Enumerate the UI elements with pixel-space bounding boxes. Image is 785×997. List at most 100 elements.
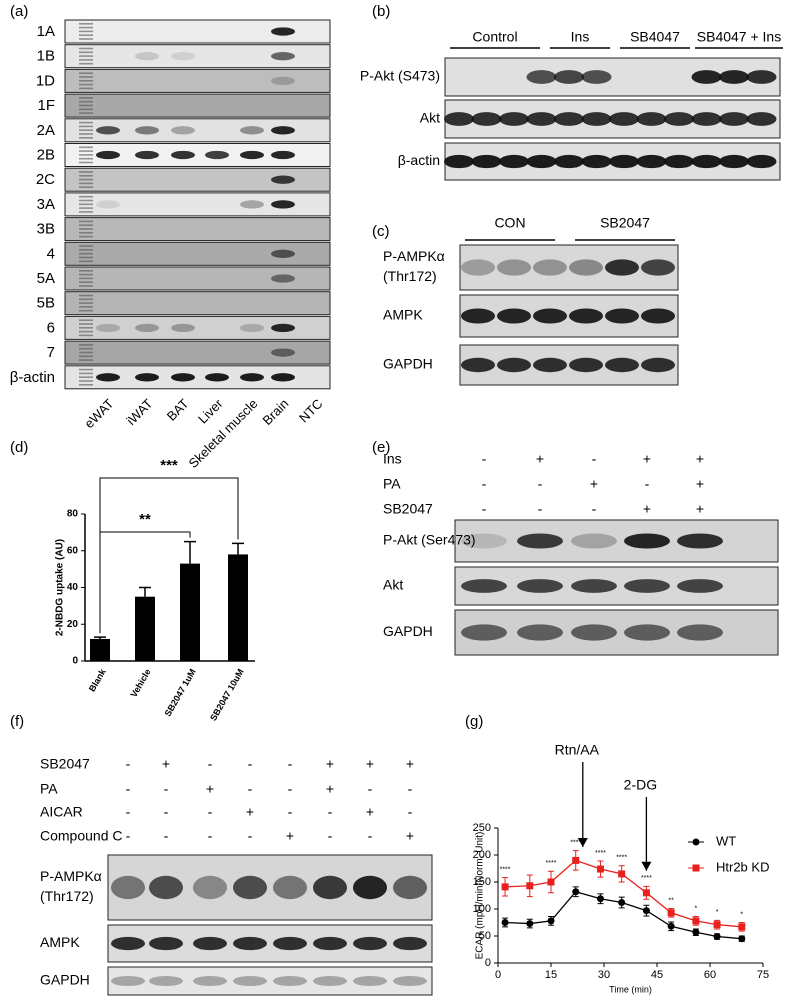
row-label: β-actin [10,369,55,386]
band [497,357,531,373]
band [313,875,347,900]
band [271,126,295,135]
group-label: CON [494,215,525,231]
treatment-sign: - [645,476,650,492]
band [691,112,722,126]
band [271,52,295,61]
error-bar [184,540,196,564]
ladder [79,355,93,358]
row-label: 1F [37,97,55,114]
ladder [79,178,93,181]
band [641,259,675,276]
treatment-sign: - [164,828,169,844]
ladder [79,220,93,223]
blot [64,118,331,143]
band [233,975,267,987]
treatment-sign: + [643,501,651,517]
band [96,200,120,209]
blot [64,365,331,390]
y-tick-label: 80 [67,509,79,520]
ladder [79,347,93,350]
band [571,533,617,549]
blot [64,143,331,167]
treatment-sign: - [368,828,373,844]
significance-label: ** [668,897,674,904]
ladder [79,309,93,312]
ladder [79,154,93,156]
x-tick-label: SB2047 1uM [163,667,198,718]
treatment-label: Compound C [40,828,123,844]
blot [64,19,331,44]
band [171,52,195,61]
ladder [79,30,93,33]
ladder [79,146,93,149]
band [240,150,264,160]
y-axis-label: ECAR (mpH/min/Norm. Unit) [475,832,486,960]
bar [135,596,155,661]
row-label: 3A [37,196,55,213]
band [233,936,267,951]
treatment-sign: - [408,804,413,820]
band [149,975,183,987]
significance-label: **** [500,867,511,874]
band [677,579,723,593]
data-point [526,920,534,928]
treatment-sign: + [406,756,414,772]
data-point [618,899,626,907]
ladder [79,182,93,185]
treatment-sign: - [482,476,487,492]
ladder [79,323,93,325]
band [273,936,307,951]
band [719,154,749,169]
panel-label: (a) [10,3,28,20]
significance-label: * [694,905,697,912]
ladder [79,203,93,206]
ladder [79,298,93,301]
ladder [79,83,93,86]
data-point [692,917,700,925]
band [677,533,723,549]
blot [454,519,779,563]
band [499,154,529,169]
data-point [738,935,746,943]
ladder [79,59,93,61]
band [240,323,264,333]
band [533,357,567,373]
x-tick-label: 60 [704,969,716,981]
ladder [79,137,93,139]
ladder [79,195,93,198]
ladder [79,359,93,361]
ladder [79,72,93,74]
band [517,533,563,549]
treatment-sign: + [696,451,704,467]
band [193,875,227,900]
row-label: Akt [383,577,403,593]
treatment-sign: - [368,781,373,797]
band [581,70,612,84]
band [461,357,495,373]
band [444,154,474,169]
row-label: 1D [36,72,55,89]
treatment-sign: + [162,756,170,772]
band [554,112,584,126]
band [111,975,145,987]
ladder [79,330,93,333]
row-label: 2A [37,122,55,139]
blot [64,44,331,69]
band [526,70,557,84]
y-tick-label: 50 [479,930,491,942]
band [624,533,670,549]
band [271,373,295,382]
band [554,70,584,84]
significance-bracket [99,477,239,634]
y-tick-label: 20 [67,619,79,630]
treatment-sign: - [126,828,131,844]
panel-label: (e) [372,439,390,456]
significance-label: * [740,911,743,918]
ladder [79,171,93,173]
treatment-sign: - [164,781,169,797]
data-point [642,907,650,915]
blot [64,340,331,365]
treatment-sign: - [288,781,293,797]
lane-label: Liver [195,395,226,426]
